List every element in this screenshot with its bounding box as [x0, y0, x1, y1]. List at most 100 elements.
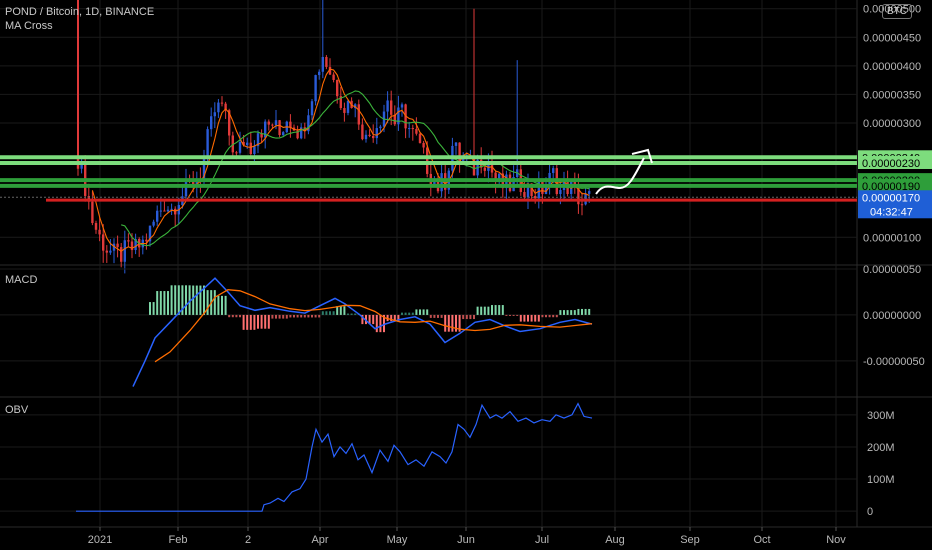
candle-body	[116, 243, 119, 248]
macd-histogram-bar	[397, 314, 400, 322]
candle-body	[523, 191, 526, 198]
y-axis-tick-label: 0.00000400	[863, 61, 921, 73]
candle-body	[238, 141, 242, 153]
macd-histogram-bar	[177, 285, 180, 315]
candle-body	[411, 128, 414, 130]
candle-body	[318, 71, 321, 76]
x-axis-tick-label: 2	[245, 534, 251, 546]
macd-histogram-bar	[584, 308, 587, 315]
y-axis-tick-label: 200M	[867, 442, 895, 454]
macd-histogram-bar	[379, 314, 382, 333]
candle-body	[393, 114, 396, 125]
macd-histogram-bar	[264, 314, 267, 329]
macd-histogram-bar	[530, 314, 533, 322]
macd-histogram-bar	[375, 314, 378, 333]
macd-histogram-bar	[307, 314, 310, 318]
candle-body	[357, 104, 360, 125]
y-axis-tick-label: 0	[867, 506, 873, 518]
candle-body	[426, 147, 429, 174]
candle-body	[534, 196, 537, 199]
macd-histogram-bar	[476, 306, 479, 315]
macd-histogram-bar	[404, 312, 407, 315]
x-axis-tick-label: 2021	[88, 534, 112, 546]
macd-histogram-bar	[239, 314, 241, 318]
macd-histogram-bar	[444, 314, 447, 332]
macd-histogram-bar	[242, 314, 245, 330]
candle-body	[325, 56, 328, 67]
macd-histogram-bar	[455, 314, 457, 332]
macd-histogram-bar	[296, 314, 299, 318]
macd-histogram-bar	[390, 314, 393, 322]
y-axis-tick-label: 100M	[867, 474, 895, 486]
macd-histogram-bar	[321, 311, 324, 315]
macd-histogram-bar	[203, 285, 205, 315]
candle-body	[494, 172, 497, 181]
macd-histogram-bar	[293, 314, 295, 318]
candle-body	[130, 241, 134, 251]
candle-body	[397, 107, 400, 125]
macd-histogram-bar	[545, 314, 547, 318]
macd-histogram-bar	[275, 314, 277, 319]
candle-body	[102, 234, 105, 251]
candle-body	[235, 152, 238, 154]
candle-body	[80, 161, 83, 169]
macd-histogram-bar	[588, 308, 591, 315]
macd-histogram-bar	[440, 314, 443, 318]
macd-histogram-bar	[505, 314, 508, 316]
x-axis-tick-label: Sep	[680, 534, 700, 546]
macd-histogram-bar	[559, 310, 562, 315]
candle-body	[368, 134, 371, 136]
macd-histogram-bar	[289, 314, 292, 318]
candle-body	[314, 75, 317, 102]
macd-histogram-bar	[249, 314, 252, 330]
candle-body	[267, 121, 270, 125]
macd-histogram-bar	[419, 309, 421, 315]
candle-body	[170, 208, 173, 210]
candle-body	[336, 79, 339, 97]
indicator-label: MA Cross	[5, 20, 53, 32]
obv-line	[76, 402, 593, 512]
candle-body	[526, 183, 530, 198]
candle-body	[134, 238, 137, 251]
candle-body	[274, 120, 278, 126]
macd-histogram-bar	[260, 314, 263, 329]
candle-body	[490, 163, 494, 173]
candle-body	[174, 208, 177, 215]
candle-body	[156, 210, 159, 222]
macd-histogram-bar	[494, 305, 497, 315]
candle-body	[282, 132, 285, 136]
candle-body	[307, 115, 310, 132]
macd-histogram-bar	[163, 291, 166, 315]
candle-body	[433, 180, 436, 185]
macd-histogram-bar	[156, 291, 159, 315]
macd-histogram-bar	[368, 314, 371, 325]
currency-badge[interactable]: BTC	[882, 4, 912, 19]
macd-histogram-bar	[152, 302, 155, 315]
macd-histogram-bar	[372, 314, 375, 325]
macd-histogram-bar	[170, 285, 173, 315]
y-axis-tick-label: 0.00000000	[863, 310, 921, 322]
countdown-label: 04:32:47	[870, 206, 913, 218]
macd-histogram-bar	[325, 311, 328, 315]
arrow-head-icon	[631, 148, 653, 164]
candle-body	[588, 191, 591, 194]
macd-histogram-bar	[552, 314, 555, 318]
candle-body	[166, 209, 170, 212]
candle-body	[192, 180, 195, 186]
candle-body	[289, 121, 292, 128]
macd-histogram-bar	[192, 285, 195, 315]
x-axis-tick-label: Apr	[311, 534, 328, 546]
y-axis-tick-label: 0.00000100	[863, 232, 921, 244]
candle-body	[400, 104, 404, 108]
macd-histogram-bar	[563, 310, 565, 315]
obv-pane-label: OBV	[5, 404, 29, 416]
candle-body	[375, 128, 378, 139]
candle-body	[530, 183, 533, 197]
macd-histogram-bar	[217, 295, 220, 315]
macd-histogram-bar	[361, 314, 364, 325]
macd-histogram-bar	[548, 314, 551, 318]
macd-histogram-bar	[181, 285, 184, 315]
candle-body	[91, 201, 94, 224]
candle-body	[242, 141, 245, 146]
